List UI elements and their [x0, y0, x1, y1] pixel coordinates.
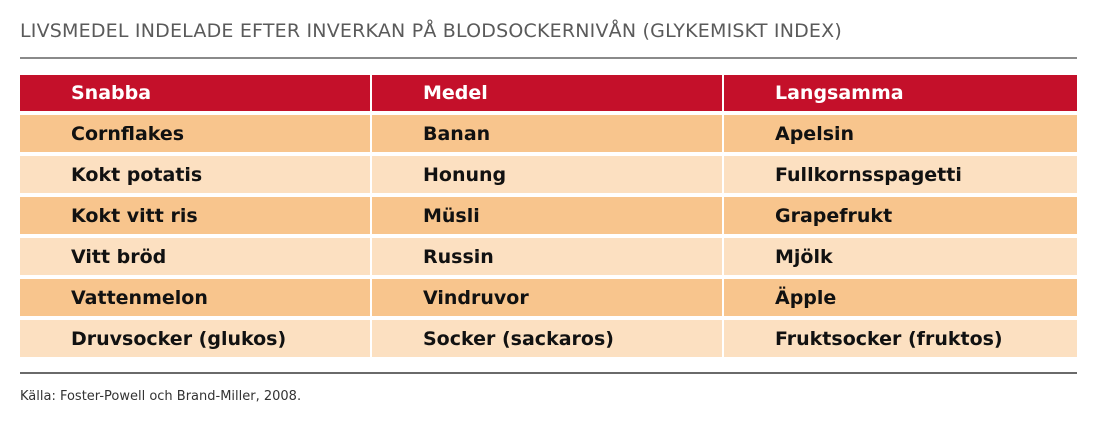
header-cell-langsamma: Langsamma [724, 75, 1077, 111]
table-cell: Vindruvor [372, 279, 722, 316]
table-row: Kokt potatis Honung Fullkornsspagetti [20, 156, 1077, 193]
table-cell: Socker (sackaros) [372, 320, 722, 357]
table-cell: Honung [372, 156, 722, 193]
table-cell: Russin [372, 238, 722, 275]
table-cell: Grapefrukt [724, 197, 1077, 234]
table-row: Cornflakes Banan Apelsin [20, 115, 1077, 152]
table-cell: Äpple [724, 279, 1077, 316]
table-row: Vattenmelon Vindruvor Äpple [20, 279, 1077, 316]
table-cell: Druvsocker (glukos) [20, 320, 370, 357]
gi-table: Snabba Medel Langsamma Cornflakes Banan … [20, 75, 1077, 361]
top-divider [20, 57, 1077, 59]
table-cell: Cornflakes [20, 115, 370, 152]
table-cell: Kokt potatis [20, 156, 370, 193]
table-header-row: Snabba Medel Langsamma [20, 75, 1077, 111]
bottom-divider [20, 372, 1077, 374]
header-cell-medel: Medel [372, 75, 722, 111]
table-row: Vitt bröd Russin Mjölk [20, 238, 1077, 275]
table-row: Kokt vitt ris Müsli Grapefrukt [20, 197, 1077, 234]
table-cell: Fullkornsspagetti [724, 156, 1077, 193]
table-cell: Kokt vitt ris [20, 197, 370, 234]
table-cell: Vattenmelon [20, 279, 370, 316]
table-cell: Müsli [372, 197, 722, 234]
table-cell: Vitt bröd [20, 238, 370, 275]
table-title: LIVSMEDEL INDELADE EFTER INVERKAN PÅ BLO… [20, 20, 842, 42]
source-note: Källa: Foster-Powell och Brand-Miller, 2… [20, 389, 302, 404]
table-cell: Banan [372, 115, 722, 152]
table-cell: Apelsin [724, 115, 1077, 152]
table-cell: Mjölk [724, 238, 1077, 275]
table-row: Druvsocker (glukos) Socker (sackaros) Fr… [20, 320, 1077, 357]
table-cell: Fruktsocker (fruktos) [724, 320, 1077, 357]
header-cell-snabba: Snabba [20, 75, 370, 111]
